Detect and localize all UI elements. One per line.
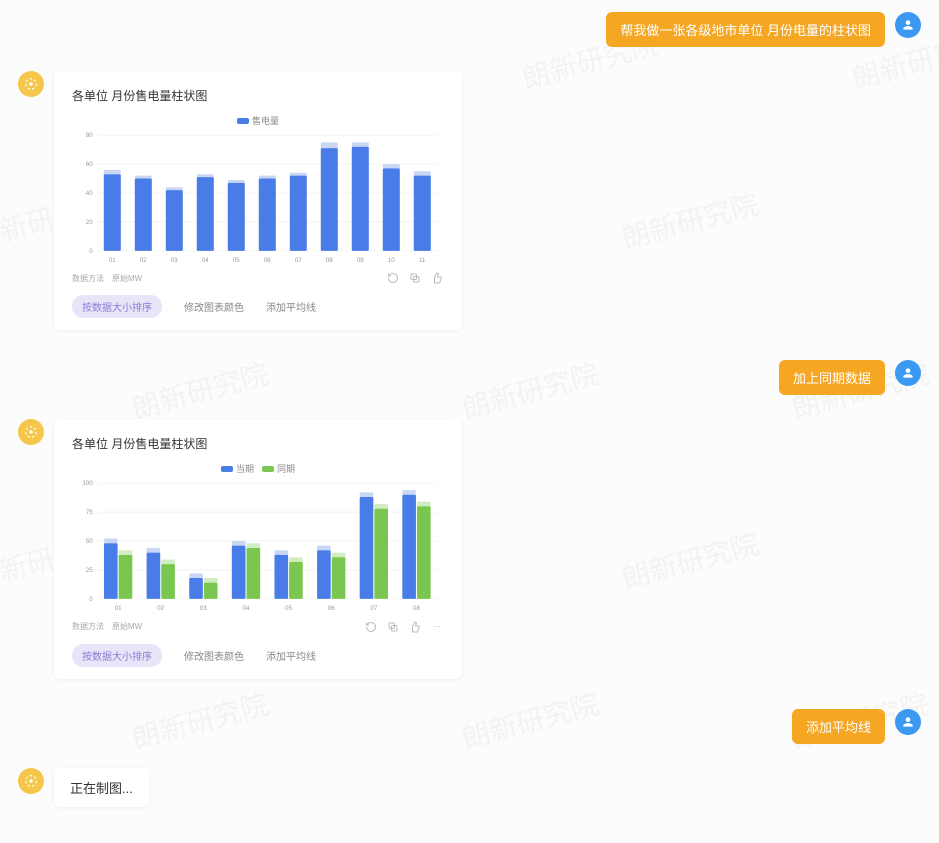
svg-text:05: 05 — [285, 606, 292, 613]
more-icon[interactable]: ⋯ — [430, 620, 444, 634]
chart-legend: 售电量 — [72, 114, 444, 127]
user-bubble: 添加平均线 — [792, 709, 885, 744]
svg-text:20: 20 — [86, 219, 93, 226]
svg-text:08: 08 — [413, 606, 420, 613]
svg-text:40: 40 — [86, 190, 93, 197]
chart-title: 各单位 月份售电量柱状图 — [72, 435, 444, 452]
svg-text:03: 03 — [171, 257, 178, 264]
user-bubble: 加上同期数据 — [779, 360, 885, 395]
person-icon — [901, 366, 915, 380]
suggestion-row: 按数据大小排序 修改图表颜色 添加平均线 — [72, 644, 444, 667]
copy-icon[interactable] — [386, 620, 400, 634]
user-avatar — [895, 360, 921, 386]
chip-avg[interactable]: 添加平均线 — [266, 299, 316, 314]
like-icon[interactable] — [408, 620, 422, 634]
svg-text:07: 07 — [295, 257, 302, 264]
like-icon[interactable] — [430, 271, 444, 285]
suggestion-row: 按数据大小排序 修改图表颜色 添加平均线 — [72, 295, 444, 318]
chart-card-2: 各单位 月份售电量柱状图 当期同期 0 25 50 75 100 01 02 03 04 05 06… — [54, 419, 462, 678]
svg-text:100: 100 — [82, 481, 93, 488]
message-user-3: 添加平均线 — [18, 709, 921, 744]
svg-text:02: 02 — [157, 606, 164, 613]
bot-avatar — [18, 419, 44, 445]
meta-label: 数据方法 — [72, 621, 104, 632]
svg-text:80: 80 — [86, 132, 93, 139]
svg-text:08: 08 — [326, 257, 333, 264]
refresh-icon[interactable] — [386, 271, 400, 285]
svg-text:02: 02 — [140, 257, 147, 264]
svg-text:09: 09 — [357, 257, 364, 264]
loading-card: 正在制图... — [54, 768, 149, 807]
refresh-icon[interactable] — [364, 620, 378, 634]
bot-icon — [24, 77, 38, 91]
svg-text:06: 06 — [328, 606, 335, 613]
chart-title: 各单位 月份售电量柱状图 — [72, 87, 444, 104]
svg-text:03: 03 — [200, 606, 207, 613]
svg-text:0: 0 — [89, 596, 93, 603]
chip-color[interactable]: 修改图表颜色 — [184, 648, 244, 663]
chat-container: 帮我做一张各级地市单位 月份电量的柱状图 各单位 月份售电量柱状图 售电量 02… — [0, 0, 939, 843]
svg-text:01: 01 — [109, 257, 116, 264]
user-avatar — [895, 709, 921, 735]
svg-text:10: 10 — [388, 257, 395, 264]
person-icon — [901, 18, 915, 32]
svg-text:25: 25 — [86, 567, 93, 574]
svg-text:07: 07 — [370, 606, 377, 613]
bot-avatar — [18, 71, 44, 97]
svg-text:05: 05 — [233, 257, 240, 264]
user-avatar — [895, 12, 921, 38]
chart-card-1: 各单位 月份售电量柱状图 售电量 0 20 40 60 80 01 02 03 04 05 06 07… — [54, 71, 462, 330]
svg-text:04: 04 — [202, 257, 209, 264]
meta-label: 原始MW — [112, 621, 142, 632]
svg-text:11: 11 — [419, 257, 426, 264]
message-bot-2: 各单位 月份售电量柱状图 当期同期 0 25 50 75 100 01 02 03 04 05 06… — [18, 419, 921, 678]
chip-sort[interactable]: 按数据大小排序 — [72, 644, 162, 667]
bot-avatar — [18, 768, 44, 794]
chip-sort[interactable]: 按数据大小排序 — [72, 295, 162, 318]
svg-text:04: 04 — [243, 606, 250, 613]
svg-text:60: 60 — [86, 161, 93, 168]
bot-icon — [24, 774, 38, 788]
copy-icon[interactable] — [408, 271, 422, 285]
meta-label: 数据方法 — [72, 273, 104, 284]
meta-label: 原始MW — [112, 273, 142, 284]
chart-meta: 数据方法 原始MW ⋯ — [72, 620, 444, 634]
bar-chart: 0 20 40 60 80 01 02 03 04 05 06 07 08 09 10 11 — [72, 131, 444, 265]
chip-avg[interactable]: 添加平均线 — [266, 648, 316, 663]
chart-meta: 数据方法 原始MW — [72, 271, 444, 285]
svg-text:50: 50 — [86, 538, 93, 545]
chart-legend: 当期同期 — [72, 462, 444, 475]
bot-icon — [24, 425, 38, 439]
user-bubble: 帮我做一张各级地市单位 月份电量的柱状图 — [606, 12, 885, 47]
message-user-2: 加上同期数据 — [18, 360, 921, 395]
svg-text:75: 75 — [86, 509, 93, 516]
svg-text:06: 06 — [264, 257, 271, 264]
person-icon — [901, 715, 915, 729]
message-user-1: 帮我做一张各级地市单位 月份电量的柱状图 — [18, 12, 921, 47]
svg-text:0: 0 — [89, 248, 93, 255]
svg-text:01: 01 — [115, 606, 122, 613]
grouped-bar-chart: 0 25 50 75 100 01 02 03 04 05 06 07 08 — [72, 479, 444, 613]
message-bot-1: 各单位 月份售电量柱状图 售电量 0 20 40 60 80 01 02 03 04 05 06 07… — [18, 71, 921, 330]
chip-color[interactable]: 修改图表颜色 — [184, 299, 244, 314]
message-bot-loading: 正在制图... — [18, 768, 921, 807]
